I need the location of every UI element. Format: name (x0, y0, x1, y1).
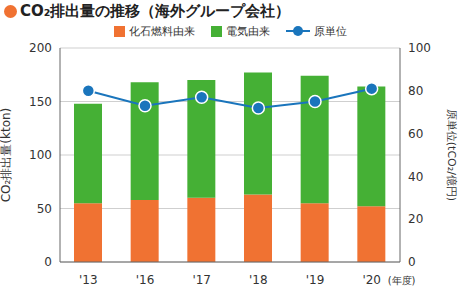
svg-text:'18: '18 (249, 273, 268, 287)
svg-text:'17: '17 (192, 273, 211, 287)
svg-text:40: 40 (408, 170, 423, 184)
svg-text:0: 0 (44, 255, 52, 269)
svg-text:100: 100 (29, 148, 52, 162)
html-text:化石燃料由来: 化石燃料由来 (128, 24, 195, 38)
svg-text:20: 20 (408, 212, 423, 226)
svg-text:'20: '20 (362, 273, 381, 287)
svg-text:60: 60 (408, 127, 423, 141)
html-text:原単位: 原単位 (313, 24, 347, 38)
svg-text:'13: '13 (79, 273, 98, 287)
svg-text:(年度): (年度) (388, 275, 416, 286)
svg-text:50: 50 (37, 202, 52, 216)
svg-text:CO₂排出量(kton): CO₂排出量(kton) (8, 108, 13, 203)
html-text:電気由来: 電気由来 (225, 24, 270, 38)
svg-text:原単位(tCO₂/億円): 原単位(tCO₂/億円) (445, 109, 452, 201)
svg-text:200: 200 (29, 41, 52, 55)
svg-text:0: 0 (408, 255, 416, 269)
svg-text:80: 80 (408, 84, 423, 98)
svg-text:100: 100 (408, 41, 431, 55)
svg-text:150: 150 (29, 95, 52, 109)
svg-text:'16: '16 (136, 273, 155, 287)
html-text:CO₂排出量の推移（海外グループ会社）: CO₂排出量の推移（海外グループ会社） (20, 1, 291, 20)
svg-text:'19: '19 (306, 273, 325, 287)
